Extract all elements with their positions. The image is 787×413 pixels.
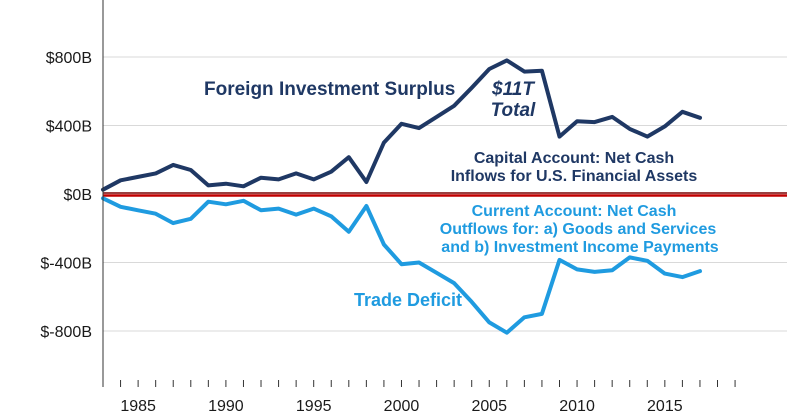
- current-annotation-line3: and b) Investment Income Payments: [441, 239, 719, 256]
- y-tick-label: $0B: [64, 187, 92, 204]
- x-tick-label: 1990: [208, 398, 244, 413]
- x-tick-label: 2005: [471, 398, 507, 413]
- series-label-deficit: Trade Deficit: [354, 290, 462, 310]
- total-annotation-line1: $11T: [491, 79, 535, 100]
- series-label-surplus: Foreign Investment Surplus: [204, 79, 455, 100]
- axis-layer: $800B $400B $0B $-400B $-800B 1985 1990 1995 200…: [40, 0, 736, 413]
- y-tick-label: $400B: [46, 119, 92, 136]
- series-layer: [101, 58, 702, 335]
- y-tick-label: $-800B: [40, 324, 92, 341]
- y-tick-label: $800B: [46, 50, 92, 67]
- capital-annotation-line1: Capital Account: Net Cash: [474, 150, 674, 167]
- current-annotation-line2: Outflows for: a) Goods and Services: [440, 221, 717, 238]
- x-tick-label: 1995: [296, 398, 332, 413]
- x-tick-label: 1985: [120, 398, 156, 413]
- zero-line-layer: [103, 192, 787, 197]
- x-tick-label: 2000: [384, 398, 420, 413]
- capital-annotation-line2: Inflows for U.S. Financial Assets: [451, 168, 698, 185]
- series-line-deficit: [101, 196, 702, 335]
- series-line-surplus: [101, 58, 702, 192]
- total-annotation-line2: Total: [491, 100, 536, 121]
- x-tick-label: 2010: [559, 398, 595, 413]
- current-annotation-line1: Current Account: Net Cash: [472, 203, 677, 220]
- grid-layer: [103, 56, 787, 332]
- y-tick-label: $-400B: [40, 256, 92, 273]
- x-tick-label: 2015: [647, 398, 683, 413]
